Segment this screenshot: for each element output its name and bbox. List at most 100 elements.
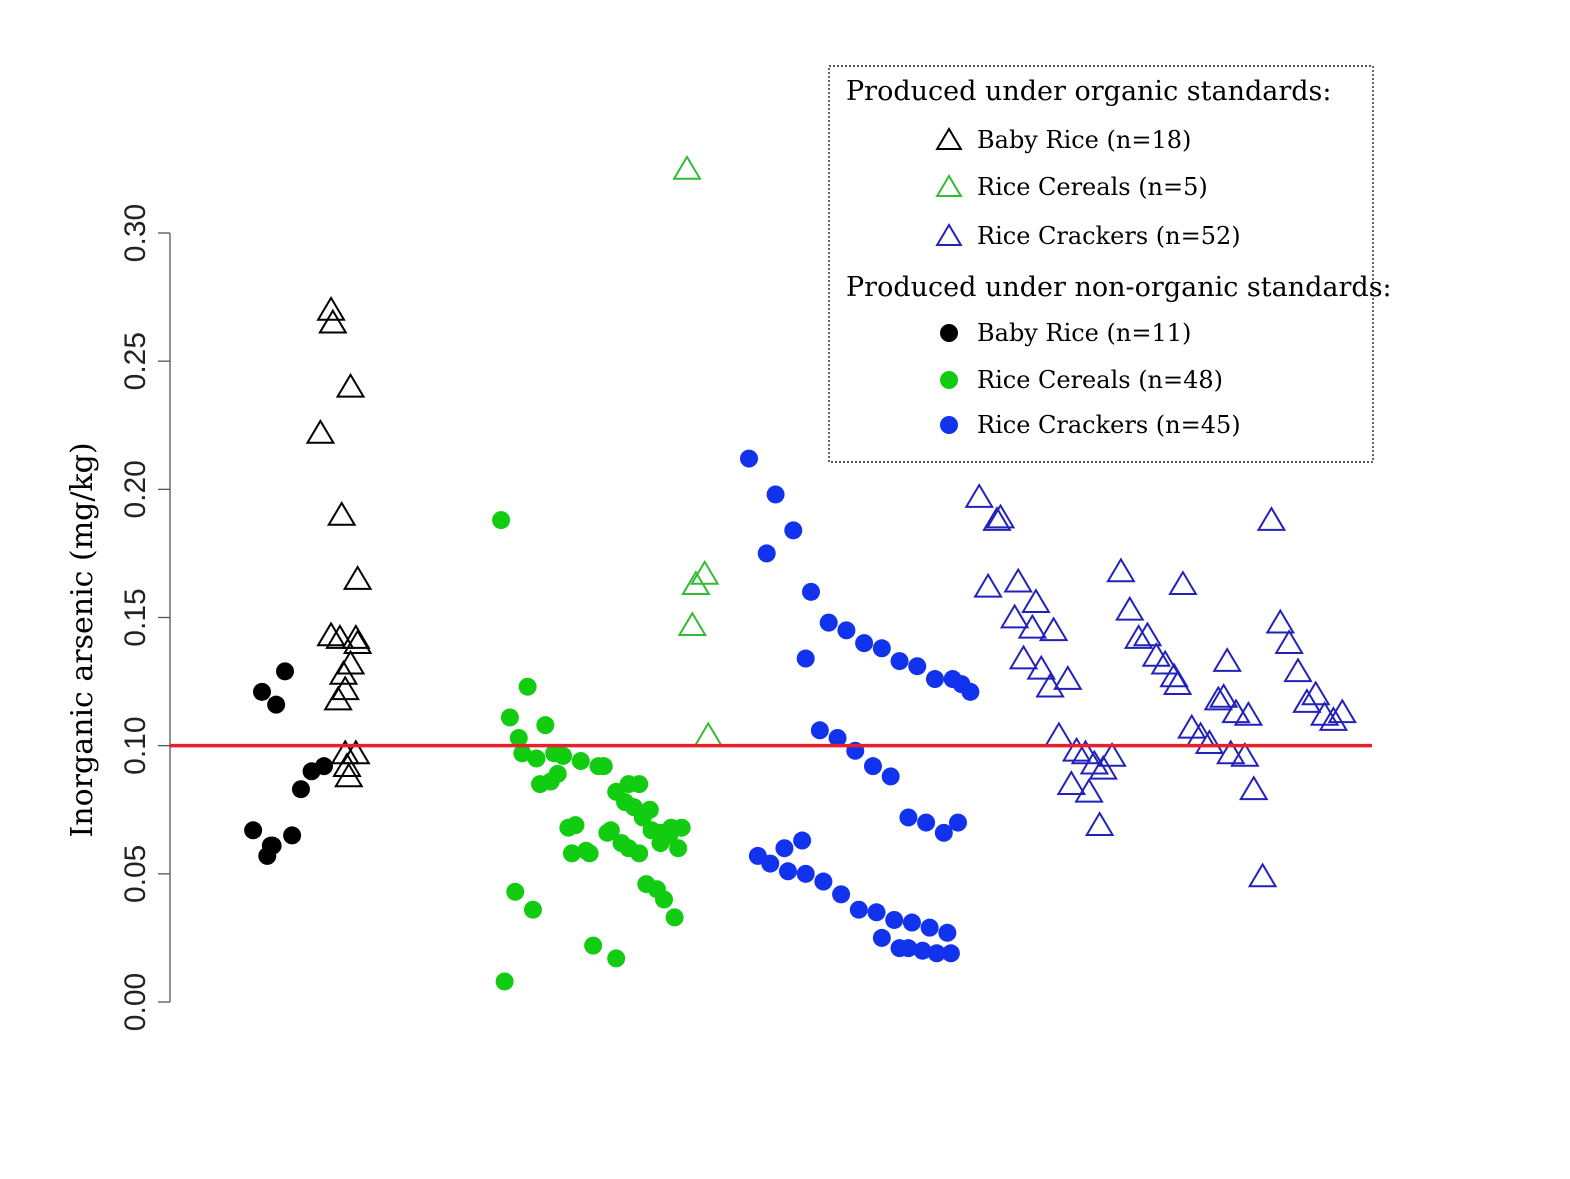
legend-symbol-triangle [935,127,963,151]
point-open-triangle [332,752,362,778]
point-filled-circle [495,972,514,991]
point-open-triangle [326,501,357,526]
legend-symbol-circle [940,324,958,342]
point-open-triangle [1177,713,1207,739]
point-open-triangle [677,611,708,637]
point-open-triangle [1003,567,1033,593]
point-open-triangle [690,559,720,585]
point-open-triangle [982,506,1012,531]
point-open-triangle [1132,621,1163,647]
point-open-triangle [1256,506,1287,531]
point-filled-circle [761,854,780,873]
point-filled-circle [796,649,815,668]
point-open-triangle [1026,654,1056,680]
series-2 [964,483,1358,888]
point-filled-circle [948,813,967,832]
point-filled-circle [672,818,691,837]
point-filled-circle [665,908,684,927]
point-open-triangle [1106,557,1136,583]
point-open-triangle [1301,680,1331,706]
point-filled-circle [612,834,631,853]
point-filled-circle [757,544,776,563]
point-open-triangle [1247,862,1278,888]
y-tick-label-3: 0.15 [119,588,152,646]
point-filled-circle [899,808,918,827]
legend-box [828,65,1374,463]
point-open-triangle [325,624,355,649]
point-filled-circle [938,923,957,942]
point-filled-circle [881,767,900,786]
point-filled-circle [890,652,909,671]
legend-label-2: Rice Crackers (n=52) [977,222,1241,250]
point-filled-circle [630,775,649,794]
point-filled-circle [594,757,613,776]
point-filled-circle [961,682,980,701]
point-filled-circle [872,928,891,947]
point-filled-circle [577,841,596,860]
point-open-triangle [335,649,366,675]
point-open-triangle [1123,624,1154,649]
point-filled-circle [244,821,263,840]
legend-heading-nonorganic: Produced under non-organic standards: [846,272,1392,303]
legend-label-3: Baby Rice (n=11) [977,319,1191,347]
legend-label-1: Rice Cereals (n=5) [977,173,1208,201]
point-filled-circle [855,634,874,653]
point-filled-circle [655,890,673,909]
point-open-triangle [1203,685,1234,711]
legend-label-0: Baby Rice (n=18) [977,126,1191,154]
point-filled-circle [867,903,886,922]
point-filled-circle [267,695,286,714]
point-filled-circle [669,839,688,858]
point-open-triangle [341,739,371,765]
point-open-triangle [316,621,346,647]
point-open-triangle [1008,644,1039,670]
point-filled-circle [913,941,932,960]
point-open-triangle [672,154,702,180]
point-filled-circle [500,708,519,727]
point-open-triangle [1292,688,1322,713]
point-filled-circle [562,844,581,863]
point-filled-circle [828,728,847,747]
point-filled-circle [908,657,927,676]
point-filled-circle [513,744,532,763]
point-filled-circle [584,936,603,955]
point-open-triangle [334,762,364,788]
point-open-triangle [1038,616,1069,642]
point-open-triangle [335,372,366,398]
y-tick-label-0: 0.00 [119,973,152,1031]
point-filled-circle [832,885,851,904]
y-axis-label: Inorganic arsenic (mg/kg) [65,442,100,837]
series-4 [492,511,691,991]
y-tick-label-6: 0.30 [119,204,152,262]
point-filled-circle [863,757,882,776]
point-open-triangle [318,308,348,334]
point-filled-circle [263,836,282,855]
point-open-triangle [1070,739,1101,765]
point-filled-circle [920,918,939,937]
point-open-triangle [1115,595,1145,621]
point-open-triangle [1044,721,1074,747]
point-filled-circle [545,744,564,763]
legend-heading-organic: Produced under organic standards: [846,76,1332,107]
y-tick-label-4: 0.20 [119,460,152,518]
point-filled-circle [899,939,918,958]
point-open-triangle [1061,736,1092,762]
point-filled-circle [630,844,649,863]
y-tick-label-1: 0.05 [119,845,152,903]
point-filled-circle [506,882,525,901]
point-open-triangle [1097,741,1127,767]
point-filled-circle [492,511,511,530]
legend-symbol-triangle [935,223,963,247]
point-filled-circle [902,913,921,932]
legend-items: Baby Rice (n=18) Rice Cereals (n=5) Rice C… [935,126,1241,439]
point-open-triangle [316,295,346,321]
point-open-triangle [693,721,723,747]
point-filled-circle [548,764,567,783]
point-open-triangle [1017,613,1048,639]
legend-label-5: Rice Crackers (n=45) [977,411,1241,439]
legend-symbol-circle [940,416,958,434]
point-open-triangle [342,629,373,654]
point-filled-circle [252,682,271,701]
point-open-triangle [1021,588,1051,613]
